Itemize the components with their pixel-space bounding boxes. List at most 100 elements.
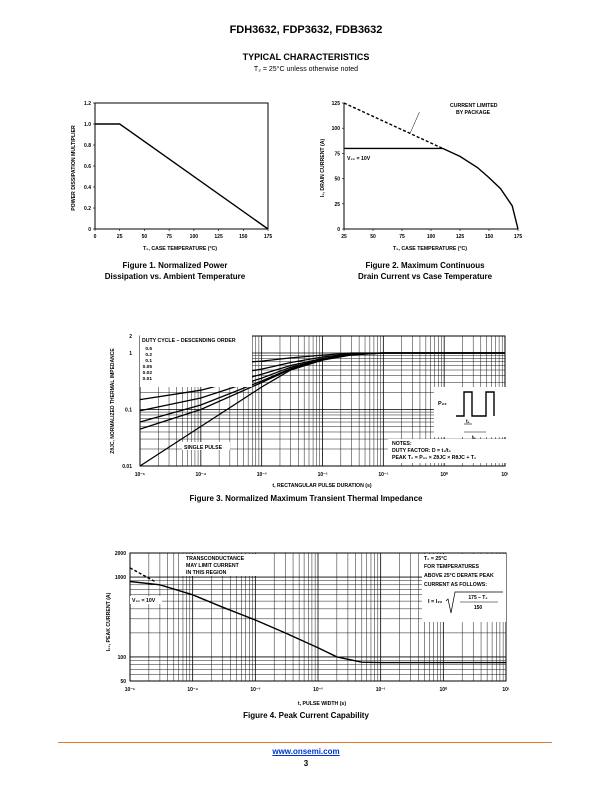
fig4-x-tick-label: 10⁻⁵ — [125, 687, 136, 693]
figure-1-chart: 0 25 50 75 100 125 150 175 0 0.2 0.4 0.6 0.8 1.0 1.2 P… — [71, 101, 273, 252]
fig2-y-tick-label: 75 — [334, 151, 340, 157]
fig4-vgs-bg — [130, 596, 162, 604]
fig2-x-tick-label: 50 — [370, 234, 376, 240]
fig1-xlabel: T₂, CASE TEMPERATURE (°C) — [143, 246, 217, 252]
fig1-y-tick-label: 1.2 — [84, 101, 91, 107]
fig1-x-tick-label: 125 — [214, 234, 223, 240]
fig4-y-tick-label: 1000 — [115, 575, 126, 581]
fig4-right-annot-bg — [422, 554, 506, 622]
fig2-caption-line2: Drain Current vs Case Temperature — [357, 272, 493, 281]
fig1-series-line — [95, 123, 269, 230]
fig3-t1-label: t₁ — [466, 419, 470, 425]
fig4-y-tick-label: 100 — [118, 655, 127, 661]
fig4-annot-right-line1: T₂ = 25°C — [424, 556, 447, 562]
fig2-ylabel: I₂, DRAIN CURRENT (A) — [320, 138, 326, 197]
fig3-y-tick-label: 2 — [129, 334, 132, 340]
fig1-y-tick-label: 1.0 — [84, 122, 91, 128]
fig1-x-tick-label: 175 — [264, 234, 273, 240]
fig4-x-tick-label: 10⁻⁴ — [187, 687, 198, 693]
fig2-y-tick-label: 25 — [334, 202, 340, 208]
fig3-duty-label: 0.02 — [143, 370, 153, 376]
fig4-annot-right-line3: ABOVE 25°C DERATE PEAK — [424, 573, 494, 579]
fig3-notes-line2: PEAK T₂ = P₂₂ × ZθJC × RθJC + T₂ — [392, 455, 477, 461]
fig2-x-tick-label: 150 — [485, 234, 494, 240]
fig2-y-tick-label: 0 — [337, 227, 340, 233]
fig3-xlabel: t, RECTANGULAR PULSE DURATION (s) — [272, 483, 372, 489]
fig2-annotation-line1: CURRENT LIMITED — [450, 103, 498, 109]
fig3-x-tick-label: 10⁻⁵ — [135, 472, 146, 478]
fig3-y-tick-label: 1 — [129, 351, 132, 357]
fig3-pdm-label: P₂₂ — [438, 401, 447, 407]
fig3-notes-bg — [388, 439, 508, 463]
fig2-vgs-label: V₂₂ = 10V — [347, 156, 371, 162]
fig2-axes — [343, 103, 518, 230]
fig4-formula-num: 175 – T₂ — [468, 595, 487, 601]
fig4-annot-left-line2: MAY LIMIT CURRENT — [186, 563, 240, 569]
fig4-series-1 — [129, 580, 506, 664]
fig3-notes-line1: DUTY FACTOR: D = t₁/t₂ — [392, 448, 452, 454]
fig2-annotation-line2: BY PACKAGE — [456, 110, 491, 116]
fig2-xlabel: T₂, CASE TEMPERATURE (°C) — [393, 246, 467, 252]
fig4-annot-left-line3: IN THIS REGION — [186, 570, 227, 576]
fig4-derate-formula: I = I₂₂ 175 – T₂ 150 — [428, 591, 503, 614]
document-header: FDH3632, FDP3632, FDB3632 — [229, 24, 383, 36]
fig1-y-tick-label: 0.6 — [84, 164, 91, 170]
fig1-x-tick-label: 100 — [190, 234, 199, 240]
website-link[interactable]: www.onsemi.com — [272, 747, 340, 756]
fig1-y-tick-label: 0 — [88, 227, 91, 233]
fig3-x-tick-label: 10⁻² — [318, 472, 328, 478]
fig1-ylabel: POWER DISSIPATION MULTIPLIER — [71, 125, 77, 211]
figure-4-caption: Figure 4. Peak Current Capability — [243, 711, 369, 720]
figure-3-chart: 10⁻⁵ 10⁻⁴ 10⁻³ 10⁻² 10⁻¹ 10⁰ 10¹ 0.01 0.1 1 2 ZθJC… — [110, 334, 509, 489]
fig3-t2-label: t₂ — [472, 435, 476, 441]
fig2-y-tick-label: 50 — [334, 177, 340, 183]
fig3-single-pulse: SINGLE PULSE — [184, 445, 223, 451]
fig4-vgs-label: V₂₂ = 10V — [132, 598, 156, 604]
fig1-y-tick-label: 0.8 — [84, 143, 91, 149]
fig3-duty-label: 0.5 — [145, 346, 152, 352]
fig2-x-tick-label: 125 — [456, 234, 465, 240]
fig1-x-tick-label: 50 — [142, 234, 148, 240]
fig2-x-tick-label: 100 — [427, 234, 436, 240]
fig4-annot-right-line4: CURRENT AS FOLLOWS: — [424, 582, 487, 588]
figure-3-caption: Figure 3. Normalized Maximum Transient T… — [189, 494, 423, 503]
fig4-x-tick-label: 10⁻³ — [250, 687, 260, 693]
fig3-y-tick-label: 0.01 — [122, 464, 132, 470]
fig3-duty-label: 0.1 — [145, 358, 152, 364]
fig3-x-tick-label: 10⁻¹ — [378, 472, 388, 478]
fig2-x-tick-label: 75 — [399, 234, 405, 240]
fig4-formula-den: 150 — [474, 605, 483, 611]
fig3-duty-label: 0.2 — [145, 352, 152, 358]
footer-rule — [58, 742, 552, 743]
fig4-x-tick-label: 10⁻² — [313, 687, 323, 693]
fig1-caption-line2: Dissipation vs. Ambient Temperature — [104, 272, 246, 281]
fig4-x-tick-label: 10⁰ — [440, 687, 448, 693]
fig1-x-tick-label: 25 — [117, 234, 123, 240]
fig2-series-line-2 — [442, 147, 519, 230]
fig4-ylabel: I₂₂, PEAK CURRENT (A) — [106, 592, 112, 651]
section-subtitle: T₂ = 25°C unless otherwise noted — [253, 66, 359, 73]
fig3-duty-title: DUTY CYCLE – DESCENDING ORDER — [142, 338, 236, 344]
fig2-x-tick-label: 25 — [341, 234, 347, 240]
fig3-y-tick-label: 0.1 — [125, 408, 132, 414]
fig2-annotation-leader — [409, 111, 420, 134]
fig2-series-line-0 — [343, 102, 443, 150]
fig4-formula-lhs: I = I₂₂ — [428, 599, 443, 605]
fig3-duty-label: 0.01 — [143, 376, 153, 382]
fig4-y-tick-label: 50 — [120, 679, 126, 685]
fig4-annot-left-line1: TRANSCONDUCTANCE — [186, 556, 245, 562]
fig1-x-tick-label: 0 — [94, 234, 97, 240]
fig3-single-pulse-bg — [182, 442, 230, 450]
fig1-caption-line1: Figure 1. Normalized Power — [122, 261, 228, 270]
fig3-x-tick-label: 10⁻⁴ — [195, 472, 206, 478]
fig4-annot-right-line2: FOR TEMPERATURES — [424, 564, 479, 570]
fig3-x-tick-label: 10⁻³ — [257, 472, 267, 478]
fig1-y-tick-label: 0.4 — [84, 185, 91, 191]
fig3-x-tick-label: 10¹ — [501, 472, 509, 478]
section-title: TYPICAL CHARACTERISTICS — [242, 52, 370, 62]
fig2-caption-line1: Figure 2. Maximum Continuous — [365, 261, 485, 270]
page-number: 3 — [303, 759, 309, 768]
figure-4-chart: 10⁻⁵ 10⁻⁴ 10⁻³ 10⁻² 10⁻¹ 10⁰ 10¹5010010002000 … — [106, 551, 510, 707]
fig1-x-tick-label: 150 — [239, 234, 248, 240]
